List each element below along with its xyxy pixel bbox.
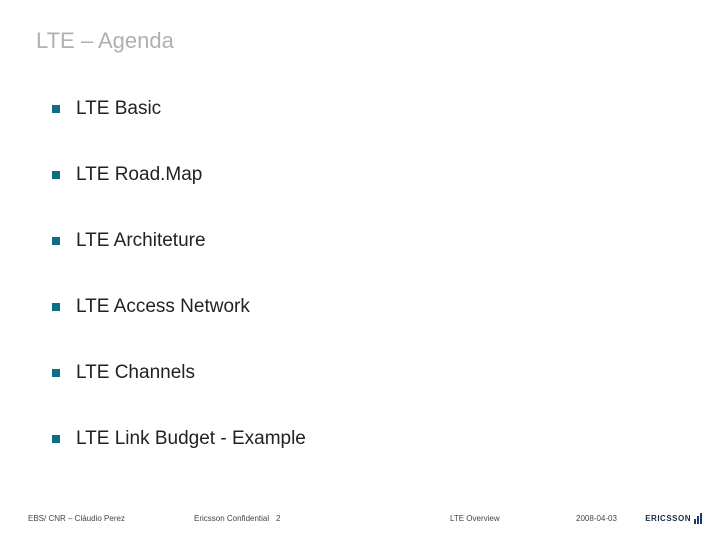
list-item: LTE Architeture (52, 230, 684, 252)
item-label: LTE Basic (76, 98, 161, 120)
agenda-list: LTE Basic LTE Road.Map LTE Architeture L… (36, 98, 684, 450)
footer-confidential: Ericsson Confidential (194, 514, 269, 523)
slide-title: LTE – Agenda (36, 28, 684, 54)
bullet-icon (52, 171, 60, 179)
bullet-icon (52, 435, 60, 443)
footer-logo: ERICSSON (645, 513, 702, 524)
footer-date: 2008-04-03 (576, 514, 617, 523)
logo-text: ERICSSON (645, 514, 691, 523)
list-item: LTE Basic (52, 98, 684, 120)
footer-page-number: 2 (276, 514, 280, 523)
ericsson-logo-icon (694, 513, 702, 524)
list-item: LTE Channels (52, 362, 684, 384)
bullet-icon (52, 105, 60, 113)
slide: LTE – Agenda LTE Basic LTE Road.Map LTE … (0, 0, 720, 540)
footer: EBS/ CNR – Cláudio Perez Ericsson Confid… (0, 508, 720, 528)
list-item: LTE Road.Map (52, 164, 684, 186)
list-item: LTE Access Network (52, 296, 684, 318)
footer-topic: LTE Overview (450, 514, 500, 523)
item-label: LTE Road.Map (76, 164, 202, 186)
bullet-icon (52, 303, 60, 311)
bullet-icon (52, 369, 60, 377)
bullet-icon (52, 237, 60, 245)
footer-author: EBS/ CNR – Cláudio Perez (28, 514, 125, 523)
item-label: LTE Architeture (76, 230, 206, 252)
item-label: LTE Link Budget - Example (76, 428, 306, 450)
item-label: LTE Access Network (76, 296, 250, 318)
list-item: LTE Link Budget - Example (52, 428, 684, 450)
item-label: LTE Channels (76, 362, 195, 384)
